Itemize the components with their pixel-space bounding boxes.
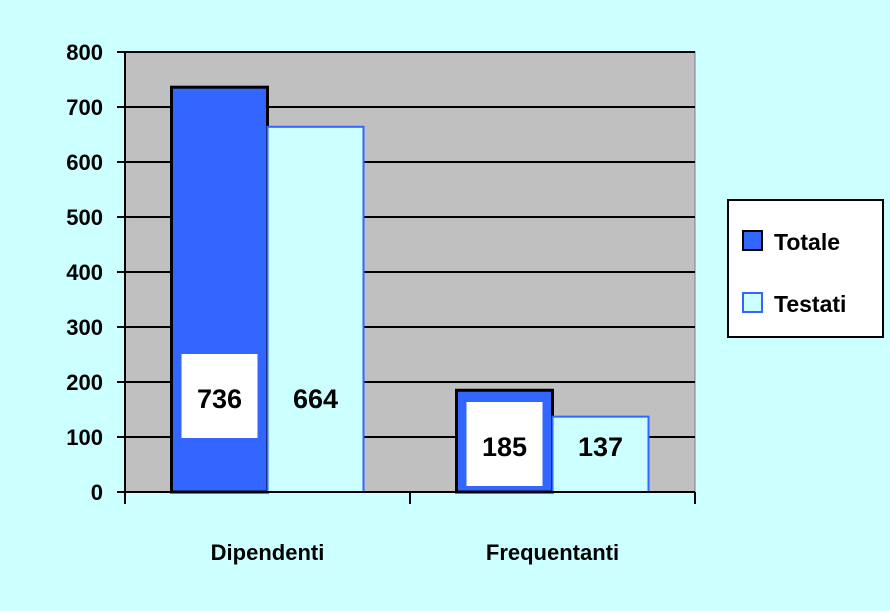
y-tick-label: 100: [66, 425, 103, 450]
y-tick-label: 200: [66, 370, 103, 395]
bar-testati-frequentanti: [551, 415, 650, 493]
data-label: 137: [578, 432, 623, 462]
labels: 0 100 200 300 400 500 600 700 800 736 664 Dipendent…: [66, 40, 623, 565]
y-tick-label: 500: [66, 205, 103, 230]
legend-label-testati: Testati: [774, 291, 846, 317]
y-tick-label: 600: [66, 150, 103, 175]
y-tick-label: 800: [66, 40, 103, 65]
legend-label-totale: Totale: [774, 229, 840, 255]
data-label: 185: [482, 432, 527, 462]
y-tick-label: 700: [66, 95, 103, 120]
y-tick-label: 300: [66, 315, 103, 340]
legend-swatch-testati: [742, 292, 763, 313]
legend: Totale Testati: [727, 199, 884, 338]
x-category-label: Dipendenti: [211, 540, 325, 565]
axes: [117, 51, 696, 504]
y-tick-label: 400: [66, 260, 103, 285]
data-label: 736: [197, 384, 242, 414]
x-category-label: Frequentanti: [486, 540, 619, 565]
data-label: 664: [293, 384, 338, 414]
legend-box: [727, 199, 884, 338]
data-label-box: [181, 354, 258, 438]
y-tick-label: 0: [91, 480, 103, 505]
legend-swatch-totale: [742, 230, 763, 251]
bar-testati-dipendenti: [266, 125, 365, 494]
data-label-box: [466, 402, 543, 486]
